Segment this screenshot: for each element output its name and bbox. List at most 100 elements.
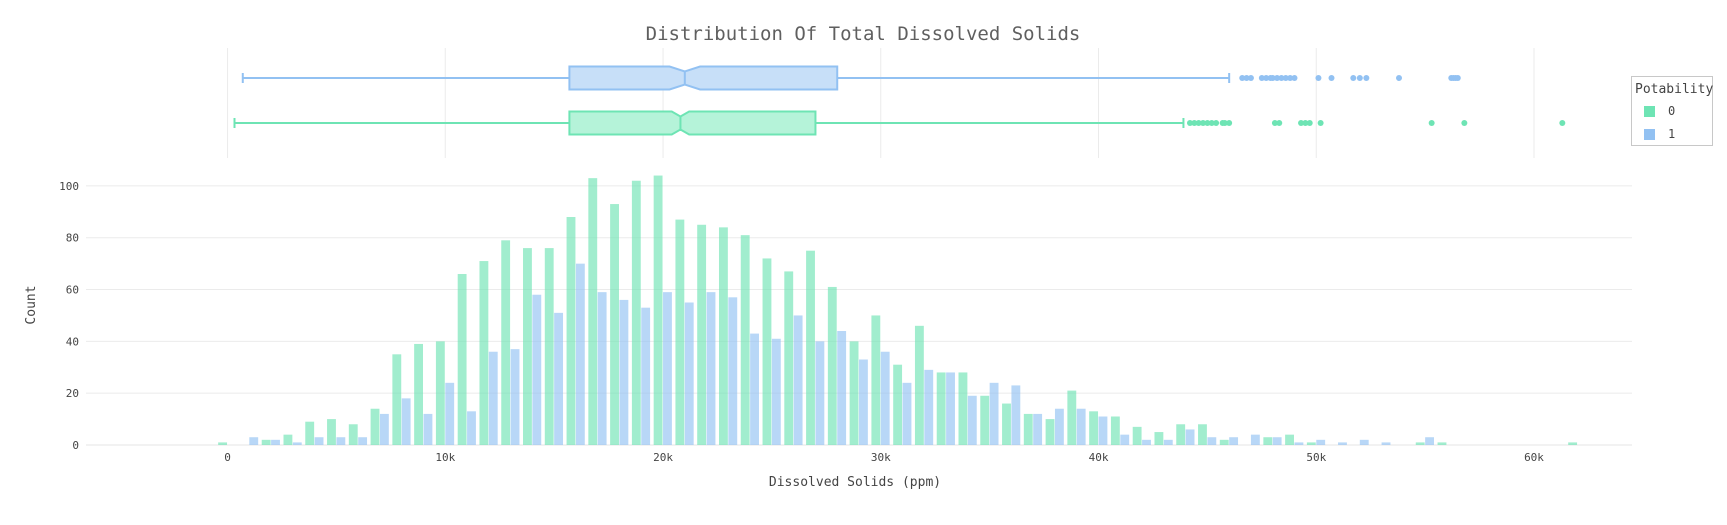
outlier-point-1 [1454,75,1461,81]
histogram-bar-0 [588,178,598,445]
x-tick-label: 50k [1306,451,1326,464]
histogram-bar-1 [1142,439,1151,445]
histogram-bar-1 [488,351,498,445]
outlier-point-0 [1226,120,1233,126]
outlier-point-1 [1350,75,1357,81]
histogram-bar-1 [706,292,716,445]
histogram-bar-0 [871,315,881,445]
outlier-point-0 [1200,120,1207,126]
histogram-bar-1 [1163,439,1173,445]
histogram-bars [218,175,1578,446]
outlier-point-1 [1258,75,1265,81]
outlier-point-0 [1221,120,1228,126]
histogram-bar-0 [740,235,750,445]
box-0 [568,110,817,136]
y-tick-label: 80 [66,232,79,245]
histogram-bar-0 [849,341,859,445]
histogram-bar-1 [1229,437,1239,445]
y-tick-label: 0 [72,439,79,452]
histogram-bar-1 [336,437,346,445]
histogram-bar-0 [1154,432,1164,445]
legend-label-1: 1 [1668,127,1676,141]
histogram-bar-1 [510,349,520,445]
histogram-bar-0 [1089,411,1099,445]
histogram-bar-1 [619,299,629,445]
histogram-bar-1 [750,333,759,445]
axis-ticks: 0 20 40 60 80 100 0 10k 20k 30k 40k 50k 60k [59,180,1544,464]
histogram-bar-1 [249,437,259,445]
histogram-bar-1 [1272,437,1282,445]
histogram-bar-0 [1306,442,1316,445]
histogram-bar-0 [675,219,685,445]
histogram-bar-1 [292,442,302,445]
histogram-bar-1 [1033,413,1043,445]
box-1 [568,65,839,91]
histogram-bar-0 [327,419,336,445]
histogram-bar-0 [718,227,728,445]
histogram-bar-1 [423,413,433,445]
histogram-bar-0 [914,325,924,445]
outlier-point-1 [1269,75,1276,81]
histogram-bar-0 [610,204,619,445]
histogram-bar-0 [392,354,402,445]
histogram-bar-1 [379,413,389,445]
outlier-point-1 [1282,75,1289,81]
histogram-bar-1 [967,395,977,445]
outlier-point-0 [1213,120,1220,126]
outlier-point-1 [1278,75,1285,81]
x-tick-label: 0 [224,451,231,464]
histogram-bar-0 [305,421,315,445]
histogram-bar-0 [370,408,380,445]
histogram-bar-0 [1110,416,1120,445]
histogram-bar-1 [793,315,803,445]
histogram-bar-1 [1294,442,1304,445]
histogram-bar-0 [1263,437,1273,445]
legend-label-0: 0 [1668,104,1676,118]
x-tick-label: 40k [1089,451,1109,464]
histogram-bar-1 [1338,442,1347,445]
histogram-bar-0 [501,240,511,445]
histogram-bar-1 [924,369,934,445]
outlier-point-0 [1302,120,1309,126]
outlier-point-1 [1274,75,1281,81]
histogram-bar-1 [728,297,738,445]
outlier-point-0 [1276,120,1283,126]
histogram-bar-1 [1120,434,1130,445]
y-tick-label: 20 [66,387,79,400]
histogram-bar-0 [653,175,663,446]
legend-item-0[interactable]: 0 [1644,104,1675,118]
outlier-point-0 [1461,120,1468,126]
histogram-bar-1 [641,307,651,445]
outlier-point-1 [1328,75,1335,81]
histogram-bar-0 [697,224,707,445]
histogram-bar-0 [1568,442,1578,445]
histogram-bar-1 [989,382,999,445]
histogram-bar-0 [784,271,794,445]
outlier-point-0 [1195,120,1202,126]
histogram-bar-1 [902,382,912,445]
legend-swatch-0 [1644,105,1655,117]
histogram-bar-0 [1045,419,1055,445]
legend-swatch-1 [1644,128,1655,140]
outlier-point-0 [1428,120,1435,126]
histogram-bar-0 [566,217,576,445]
outlier-point-1 [1239,75,1246,81]
outlier-point-1 [1291,75,1298,81]
legend-item-1[interactable]: 1 [1644,127,1675,141]
histogram-bar-1 [815,341,825,445]
histogram-bar-0 [1285,434,1294,445]
histogram-bar-0 [980,395,990,445]
histogram-bar-0 [1219,439,1229,445]
x-tick-label: 10k [435,451,455,464]
histogram-bar-1 [880,351,890,445]
histogram-bar-0 [936,372,946,445]
histogram-bar-1 [597,292,607,445]
chart-title: Distribution Of Total Dissolved Solids [646,23,1081,45]
histogram-bar-1 [1381,442,1391,445]
histogram-bar-0 [893,364,903,445]
histogram-bar-1 [445,382,455,445]
histogram-bar-1 [1011,385,1021,445]
histogram-bar-0 [1023,413,1033,445]
histogram-bar-1 [837,331,847,445]
histogram-bar-1 [401,398,411,445]
